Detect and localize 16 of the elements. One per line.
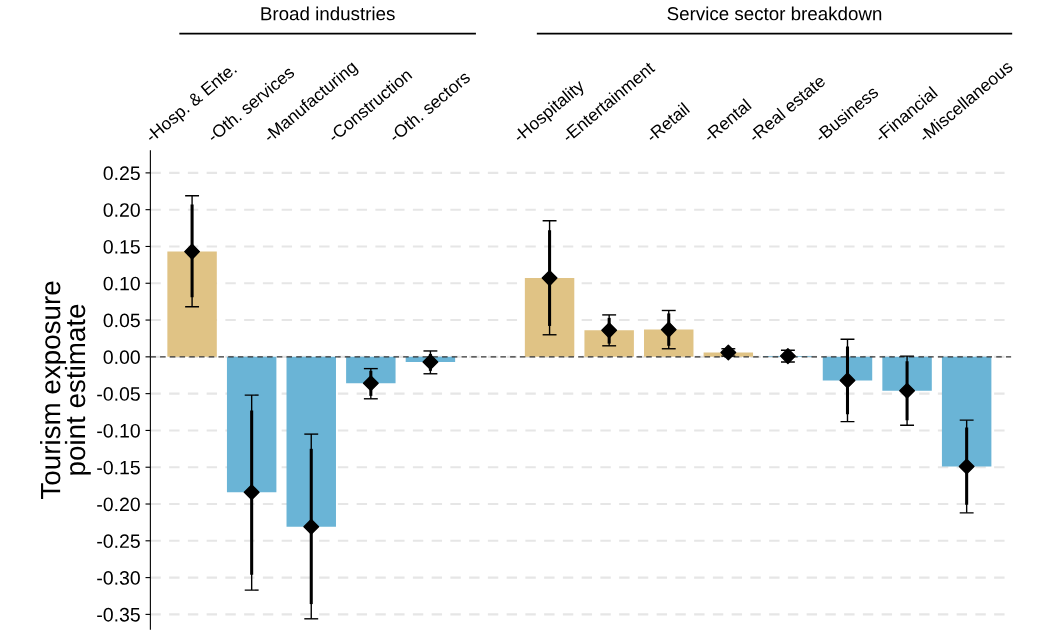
y-tick-label: -0.05 bbox=[97, 387, 140, 401]
y-tick-label: 0.20 bbox=[103, 203, 140, 217]
y-tick-label: 0.10 bbox=[103, 276, 140, 291]
y-tick-label: 0.15 bbox=[103, 239, 140, 254]
y-tick-label: -0.10 bbox=[97, 423, 140, 438]
y-tick-label: 0.00 bbox=[103, 350, 140, 365]
y-tick-label: -0.15 bbox=[97, 460, 140, 475]
y-tick-label: -0.20 bbox=[97, 497, 140, 512]
y-tick-label: -0.30 bbox=[97, 571, 140, 585]
y-axis-title: Tourism exposure point estimate bbox=[40, 281, 91, 499]
y-tick-label: -0.25 bbox=[97, 534, 140, 549]
text: Service sector breakdown bbox=[667, 6, 882, 21]
y-tick-label: -0.35 bbox=[97, 607, 140, 622]
text: Broad industries bbox=[261, 6, 395, 21]
y-tick-label: 0.05 bbox=[103, 313, 140, 328]
y-tick-label: 0.25 bbox=[103, 166, 140, 181]
